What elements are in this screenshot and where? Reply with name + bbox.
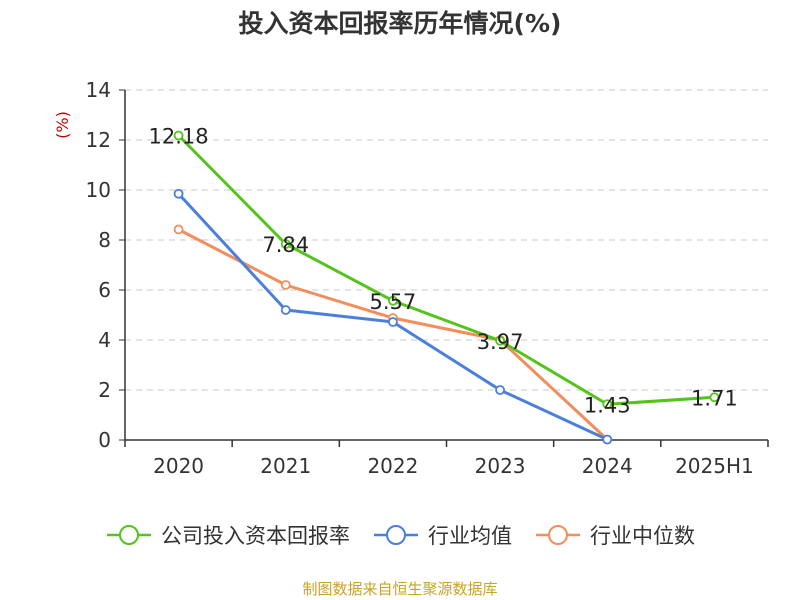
data-point [602,434,613,445]
data-point [495,335,505,346]
x-tick-label: 2023 [475,454,526,478]
legend-label: 公司投入资本回报率 [161,524,350,548]
x-tick-label: 2020 [153,454,204,478]
x-tick-label: 2024 [582,454,633,478]
legend-label: 行业均值 [428,524,512,548]
series-line [177,134,715,406]
data-label: 1.43 [584,393,631,417]
source-note: 制图数据来自恒生聚源数据库 [302,580,498,598]
data-label: 12.18 [149,125,209,149]
legend-item[interactable]: 行业中位数 [534,520,695,550]
legend: 公司投入资本回报率 行业均值 行业中位数 [0,520,800,550]
series-line [177,228,609,441]
line-chart: 0 2 4 6 8 10 12 14 2020 2021 2022 2023 2024 2025H1 (%)… [53,78,769,478]
x-tick-label: 2025H1 [675,454,754,478]
data-point [280,239,291,249]
legend-item[interactable]: 行业均值 [372,520,512,550]
legend-swatch [374,525,418,545]
legend-label: 行业中位数 [590,524,695,548]
legend-swatch [107,525,151,545]
chart-title: 投入资本回报率历年情况(%) [238,9,562,38]
data-label: 5.57 [370,290,417,314]
series [173,130,720,445]
y-axis-label: (%) [53,111,72,139]
data-point [388,295,398,306]
axes: 0 2 4 6 8 10 12 14 2020 2021 2022 2023 2024 2025H1 (%) [53,78,769,478]
data-label: 1.71 [691,386,738,410]
data-point [709,392,720,403]
data-point [173,224,184,235]
x-tick-label: 2022 [367,454,418,478]
data-point [173,188,184,199]
data-labels: 12.18 7.84 5.57 3.97 1.43 1.71 [149,125,738,418]
y-tick-label: 10 [86,178,111,202]
legend-item[interactable]: 公司投入资本回报率 [105,520,350,550]
y-tick-label: 0 [98,428,111,452]
y-tick-label: 2 [98,378,111,402]
data-point [495,385,505,395]
data-label: 7.84 [262,233,309,257]
data-point [280,280,291,290]
y-tick-label: 8 [98,228,111,252]
x-tick-label: 2021 [260,454,311,478]
grid-lines [125,89,768,391]
y-tick-label: 12 [86,128,111,152]
data-label: 3.97 [477,330,524,354]
data-point [602,399,613,410]
data-point [280,305,291,315]
data-point [173,130,184,141]
y-tick-label: 4 [98,328,111,352]
data-point [388,317,398,327]
y-tick-label: 14 [86,78,111,102]
y-tick-label: 6 [98,278,111,302]
legend-swatch [536,525,580,545]
